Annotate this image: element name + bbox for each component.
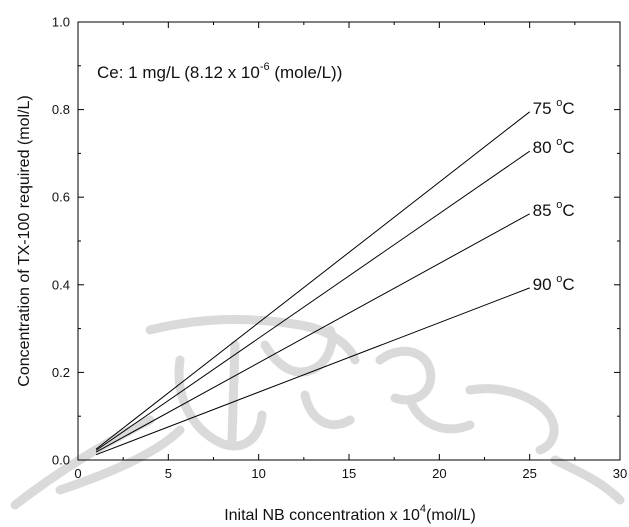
- series-labels: 75 oC 80 oC 85 oC 90 oC: [533, 97, 575, 294]
- series-label-90: 90 oC: [533, 273, 575, 294]
- plot-frame: [77, 21, 621, 461]
- annotation: Ce: 1 mg/L (8.12 x 10-6 (mole/L)): [97, 61, 342, 82]
- series-line-85: [95, 213, 530, 453]
- y-tick-label: 0.4: [52, 277, 70, 292]
- y-tick-label: 0.6: [52, 190, 70, 205]
- x-tick-label: 10: [251, 466, 265, 481]
- x-tick-label: 5: [165, 466, 172, 481]
- y-tick-label: 0.2: [52, 365, 70, 380]
- y-tick-label: 1.0: [52, 15, 70, 30]
- series-line-75: [95, 111, 531, 450]
- x-tick-label: 15: [342, 466, 356, 481]
- series-label-80: 80 oC: [533, 136, 575, 157]
- y-axis-title: Concentration of TX-100 required (mol/L): [16, 95, 33, 386]
- series-lines: [95, 111, 531, 456]
- series-label-75: 75 oC: [533, 97, 575, 118]
- x-tick-label: 20: [432, 466, 446, 481]
- x-axis-title: Inital NB concentration x 104(mol/L): [224, 503, 476, 524]
- x-tick-label: 30: [613, 466, 627, 481]
- x-tick-label: 0: [74, 466, 81, 481]
- y-tick-label: 0.0: [52, 453, 70, 468]
- series-line-80: [95, 150, 530, 451]
- series-line-90: [95, 287, 530, 456]
- watermark: [10, 315, 625, 510]
- series-label-85: 85 oC: [533, 199, 575, 220]
- y-tick-label: 0.8: [52, 102, 70, 117]
- axis-ticks: 0 5 10 15 20 25 30 0.0 0.2 0.4 0.6 0.8 1.0: [52, 15, 627, 482]
- x-tick-label: 25: [522, 466, 536, 481]
